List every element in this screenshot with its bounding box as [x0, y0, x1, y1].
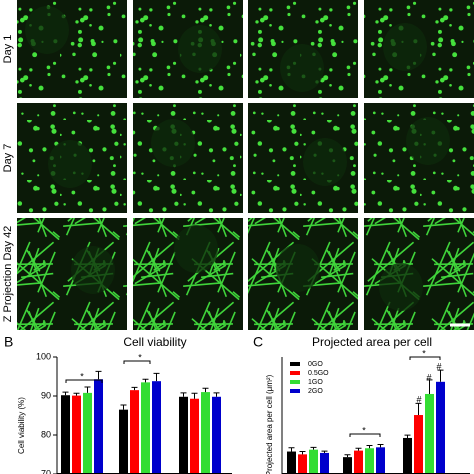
scaffold-pore — [383, 23, 427, 71]
significance-bracket — [65, 379, 103, 383]
bar — [287, 451, 296, 474]
scaffold-pore — [303, 138, 347, 186]
chart-title: Cell viability — [123, 335, 186, 349]
legend-swatch — [290, 362, 300, 366]
annotation: * — [422, 348, 426, 358]
bar — [201, 392, 210, 474]
scaffold-pore — [406, 117, 450, 165]
bar — [309, 449, 318, 474]
row-label: Day 7 — [2, 144, 14, 173]
error-bar — [180, 392, 187, 397]
error-bar — [142, 378, 149, 383]
error-bar — [355, 447, 362, 451]
bar — [94, 379, 103, 474]
scaffold-pore — [178, 25, 222, 73]
annotation: # — [416, 394, 421, 404]
error-bar — [153, 372, 160, 382]
error-bar — [84, 386, 91, 393]
error-bar — [415, 402, 422, 416]
bar — [130, 390, 139, 474]
scaffold-pore — [280, 44, 324, 92]
bar — [179, 396, 188, 474]
error-bar — [131, 386, 138, 391]
annotation: # — [426, 372, 431, 382]
error-bar — [366, 444, 373, 449]
bar — [365, 448, 374, 474]
error-bar — [73, 392, 80, 396]
bar — [376, 447, 385, 474]
y-axis-label: Projected area per cell (μm²) — [265, 374, 274, 474]
y-tick-label: 100 — [36, 351, 51, 361]
bar — [354, 450, 363, 474]
row-label: Z Projection Day 42 — [2, 226, 14, 323]
error-bar — [344, 454, 351, 458]
bar — [343, 457, 352, 474]
error-bar — [288, 447, 295, 452]
bar — [414, 415, 423, 474]
legend-swatch — [290, 371, 300, 375]
bar — [83, 392, 92, 474]
bar — [72, 395, 81, 474]
y-tick-label: 90 — [41, 390, 51, 400]
legend-label: 1GO — [308, 379, 323, 386]
scaffold-pore — [25, 6, 69, 54]
bar — [320, 452, 329, 474]
error-bar — [62, 391, 69, 396]
scaffold-pore — [71, 246, 115, 294]
bar — [298, 454, 307, 474]
legend-label: 2GO — [308, 388, 323, 395]
error-bar — [310, 446, 317, 450]
legend-label: 0.5GO — [308, 370, 329, 377]
bar — [436, 381, 445, 474]
y-axis-label: Cell viability (%) — [17, 397, 26, 454]
significance-bracket — [409, 356, 441, 360]
error-bar — [95, 370, 102, 380]
bar — [141, 382, 150, 474]
annotation: # — [436, 361, 441, 371]
bar — [425, 393, 434, 474]
error-bar — [437, 369, 444, 382]
scaffold-pore — [276, 244, 320, 292]
y-tick-label: 80 — [41, 429, 51, 439]
scaffold-pore — [151, 119, 195, 167]
error-bar — [191, 392, 198, 399]
error-bar — [202, 387, 209, 393]
scaffold-pore — [379, 263, 423, 311]
bar — [152, 381, 161, 474]
error-bar — [120, 404, 127, 410]
annotation: * — [138, 352, 142, 362]
error-bar — [299, 451, 306, 455]
scaffold-pore — [174, 225, 218, 273]
legend-swatch — [290, 389, 300, 393]
panel-letter: B — [4, 334, 13, 350]
significance-bracket — [349, 433, 381, 437]
annotation: * — [80, 371, 84, 381]
y-tick-label: 70 — [41, 468, 51, 474]
bar — [190, 398, 199, 474]
chart-title: Projected area per cell — [312, 335, 432, 349]
row-label: Day 1 — [2, 35, 14, 64]
bar — [212, 396, 221, 474]
panel-letter: C — [253, 334, 263, 350]
bar — [119, 409, 128, 474]
error-bar — [213, 392, 220, 397]
error-bar — [404, 434, 411, 438]
legend-label: 0GO — [308, 361, 323, 368]
annotation: * — [362, 425, 366, 435]
bar — [61, 395, 70, 474]
legend-swatch — [290, 380, 300, 384]
error-bar — [426, 379, 433, 394]
significance-bracket — [123, 360, 151, 364]
error-bar — [321, 450, 328, 453]
scaffold-pore — [48, 140, 92, 188]
error-bar — [377, 444, 384, 448]
bar — [403, 437, 412, 474]
